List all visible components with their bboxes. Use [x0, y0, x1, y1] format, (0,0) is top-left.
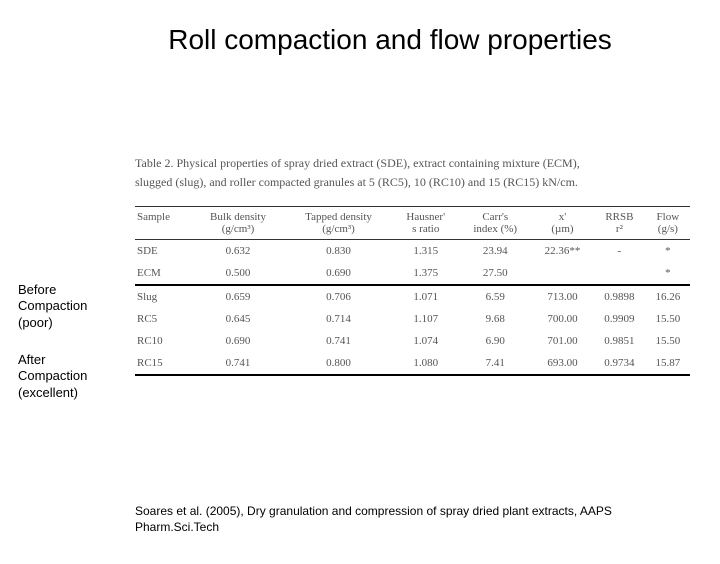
- col-x: x': [532, 207, 593, 224]
- unit-tapped: (g/cm³): [284, 223, 393, 240]
- cell: 15.87: [646, 352, 690, 375]
- table-row: RC5 0.645 0.714 1.107 9.68 700.00 0.9909…: [135, 308, 690, 330]
- table-row: ECM 0.500 0.690 1.375 27.50 *: [135, 262, 690, 285]
- cell: 1.071: [393, 285, 459, 308]
- cell: 0.500: [192, 262, 284, 285]
- annotation-before: Before Compaction (poor): [18, 282, 128, 331]
- table-container: Table 2. Physical properties of spray dr…: [135, 154, 690, 376]
- col-flow: Flow: [646, 207, 690, 224]
- annot-before-2: Compaction: [18, 298, 87, 313]
- annotation-after: After Compaction (excellent): [18, 352, 128, 401]
- cell: 700.00: [532, 308, 593, 330]
- cell: 22.36**: [532, 240, 593, 263]
- col-rrsb: RRSB: [593, 207, 646, 224]
- cell: 0.645: [192, 308, 284, 330]
- caption-line-2: slugged (slug), and roller compacted gra…: [135, 175, 578, 189]
- table-row: RC10 0.690 0.741 1.074 6.90 701.00 0.985…: [135, 330, 690, 352]
- table-header-row-1: Sample Bulk density Tapped density Hausn…: [135, 207, 690, 224]
- cell: 1.074: [393, 330, 459, 352]
- citation-line-2: Pharm.Sci.Tech: [135, 520, 219, 534]
- cell: RC15: [135, 352, 192, 375]
- cell: [593, 262, 646, 285]
- cell: 1.107: [393, 308, 459, 330]
- cell: 7.41: [459, 352, 532, 375]
- annot-after-1: After: [18, 352, 45, 367]
- cell: 1.080: [393, 352, 459, 375]
- properties-table: Sample Bulk density Tapped density Hausn…: [135, 206, 690, 376]
- cell: 6.90: [459, 330, 532, 352]
- caption-line-1: Table 2. Physical properties of spray dr…: [135, 156, 580, 170]
- cell: 1.375: [393, 262, 459, 285]
- annot-after-2: Compaction: [18, 368, 87, 383]
- cell: -: [593, 240, 646, 263]
- citation: Soares et al. (2005), Dry granulation an…: [135, 504, 675, 535]
- cell: 0.659: [192, 285, 284, 308]
- col-hausner: Hausner': [393, 207, 459, 224]
- cell: 0.9851: [593, 330, 646, 352]
- cell: Slug: [135, 285, 192, 308]
- cell: 0.632: [192, 240, 284, 263]
- cell: 693.00: [532, 352, 593, 375]
- unit-hausner: s ratio: [393, 223, 459, 240]
- unit-sample: [135, 223, 192, 240]
- cell: 15.50: [646, 330, 690, 352]
- annot-before-3: (poor): [18, 315, 53, 330]
- table-row: SDE 0.632 0.830 1.315 23.94 22.36** - *: [135, 240, 690, 263]
- cell: 6.59: [459, 285, 532, 308]
- cell: 0.741: [284, 330, 393, 352]
- cell: 0.741: [192, 352, 284, 375]
- table-row: Slug 0.659 0.706 1.071 6.59 713.00 0.989…: [135, 285, 690, 308]
- unit-x: (µm): [532, 223, 593, 240]
- cell: 15.50: [646, 308, 690, 330]
- cell: 0.800: [284, 352, 393, 375]
- cell: 0.830: [284, 240, 393, 263]
- unit-flow: (g/s): [646, 223, 690, 240]
- unit-rrsb: r²: [593, 223, 646, 240]
- table-caption: Table 2. Physical properties of spray dr…: [135, 154, 690, 192]
- cell: 1.315: [393, 240, 459, 263]
- cell: *: [646, 262, 690, 285]
- cell: 701.00: [532, 330, 593, 352]
- cell: RC10: [135, 330, 192, 352]
- table-body: SDE 0.632 0.830 1.315 23.94 22.36** - * …: [135, 240, 690, 376]
- col-carrs: Carr's: [459, 207, 532, 224]
- col-tapped: Tapped density: [284, 207, 393, 224]
- cell: *: [646, 240, 690, 263]
- cell: 27.50: [459, 262, 532, 285]
- annot-before-1: Before: [18, 282, 56, 297]
- slide-title: Roll compaction and flow properties: [60, 24, 720, 56]
- cell: 0.9734: [593, 352, 646, 375]
- unit-carrs: index (%): [459, 223, 532, 240]
- col-bulk: Bulk density: [192, 207, 284, 224]
- cell: 0.706: [284, 285, 393, 308]
- cell: 16.26: [646, 285, 690, 308]
- cell: SDE: [135, 240, 192, 263]
- annot-after-3: (excellent): [18, 385, 78, 400]
- cell: 0.690: [284, 262, 393, 285]
- cell: 0.714: [284, 308, 393, 330]
- cell: ECM: [135, 262, 192, 285]
- cell: [532, 262, 593, 285]
- unit-bulk: (g/cm³): [192, 223, 284, 240]
- table-row: RC15 0.741 0.800 1.080 7.41 693.00 0.973…: [135, 352, 690, 375]
- cell: 0.9898: [593, 285, 646, 308]
- table-header-row-2: (g/cm³) (g/cm³) s ratio index (%) (µm) r…: [135, 223, 690, 240]
- col-sample: Sample: [135, 207, 192, 224]
- cell: 713.00: [532, 285, 593, 308]
- citation-line-1: Soares et al. (2005), Dry granulation an…: [135, 504, 612, 518]
- cell: 0.9909: [593, 308, 646, 330]
- cell: 0.690: [192, 330, 284, 352]
- cell: RC5: [135, 308, 192, 330]
- cell: 9.68: [459, 308, 532, 330]
- cell: 23.94: [459, 240, 532, 263]
